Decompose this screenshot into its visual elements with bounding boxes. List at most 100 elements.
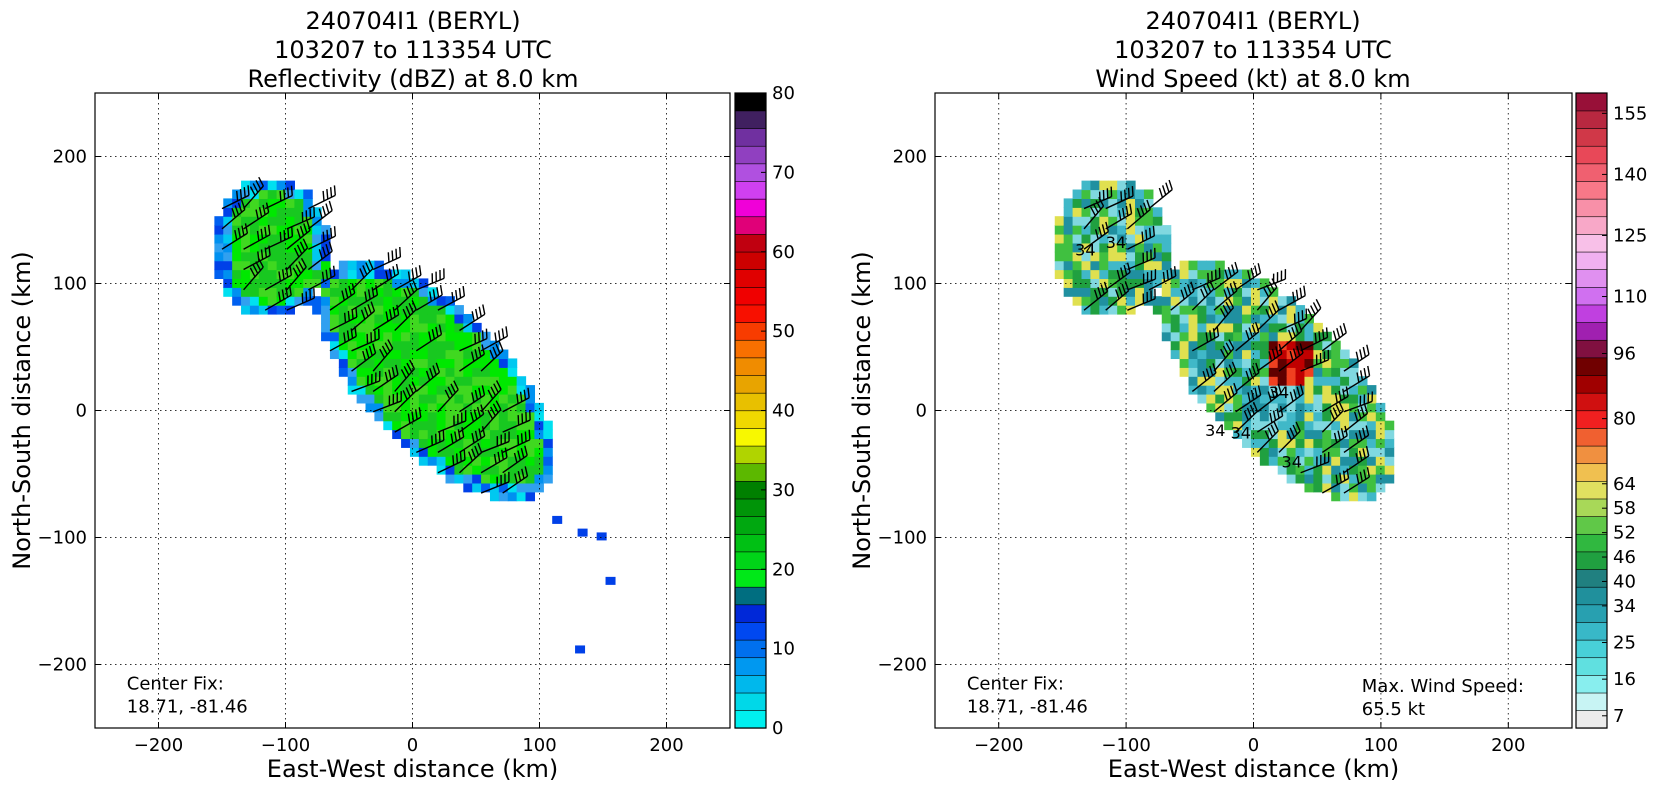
wind-barb-feather <box>1263 287 1270 298</box>
echo-cell <box>1331 411 1341 422</box>
echo-cell <box>241 207 251 217</box>
echo-cell <box>1117 278 1127 288</box>
echo-cell <box>445 456 456 466</box>
wind-barb <box>394 300 417 331</box>
echo-cell <box>1349 429 1359 440</box>
wind-barbs <box>1083 179 1374 494</box>
echo-cell <box>303 198 313 208</box>
wind-barb-feather <box>1165 182 1170 193</box>
wind-barb <box>308 226 337 250</box>
echo-cell <box>1384 420 1395 431</box>
echo-cell <box>1143 287 1154 297</box>
echo-cell <box>1090 189 1100 200</box>
echo-cell <box>1197 313 1207 324</box>
colorbar-tick-label: 80 <box>772 83 795 104</box>
echo-cell <box>241 251 251 262</box>
echo-cell <box>1126 198 1136 208</box>
colorbar-tick-label: 52 <box>1613 523 1636 544</box>
wind-barb-feather <box>1118 286 1123 297</box>
wind-barb-feather <box>1161 185 1167 196</box>
annotation-text: Max. Wind Speed: <box>1362 676 1524 697</box>
chart-title-line-1: 240704I1 (BERYL) <box>305 7 520 35</box>
echo-cell <box>1188 278 1199 288</box>
echo-cell <box>1286 420 1297 431</box>
wind-barb <box>1257 269 1287 291</box>
echo-cell <box>436 385 447 395</box>
colorbar-segment <box>1575 463 1608 482</box>
wind-barb-feather <box>1225 367 1231 378</box>
wind-barb-feather <box>455 453 459 464</box>
wind-barb <box>221 223 249 250</box>
wind-barb-feather <box>302 238 309 249</box>
echo-cell <box>347 269 358 280</box>
echo-cell <box>374 393 384 404</box>
echo-cell <box>1304 456 1314 466</box>
echo-cell <box>383 411 393 422</box>
echo-cell <box>427 287 438 297</box>
echo-cell <box>1152 225 1163 235</box>
echo-cell <box>276 251 287 262</box>
echo-cell <box>418 322 429 333</box>
echo-cell <box>1277 376 1288 386</box>
echo-cell <box>1063 287 1074 297</box>
colorbar-segment <box>1575 533 1608 553</box>
echo-cell <box>294 207 304 217</box>
wind-barb <box>1213 339 1235 372</box>
echo-cell <box>1108 242 1118 253</box>
wind-barb-feather <box>418 407 422 418</box>
wind-barb-feather <box>1231 264 1236 275</box>
echo-cell <box>454 393 464 404</box>
echo-cell <box>1099 198 1109 208</box>
colorbar-segment <box>734 180 767 200</box>
echo-cell <box>1081 189 1092 200</box>
wind-barb-staff <box>264 274 292 291</box>
wind-barb-feather <box>255 179 262 190</box>
echo-cell <box>1233 376 1243 386</box>
x-tick-label: 0 <box>407 735 418 756</box>
echo-cell <box>1117 198 1127 208</box>
echo-cell <box>1277 393 1288 404</box>
wind-barb-feather <box>1254 265 1258 276</box>
wind-speed-panel: 240704I1 (BERYL)103207 to 113354 UTCWind… <box>848 7 1647 783</box>
echo-cell <box>1313 385 1323 395</box>
echo-cell <box>445 447 456 457</box>
wind-barb-feather <box>490 406 496 417</box>
echo-cell <box>507 411 518 422</box>
y-tick-label: 0 <box>76 401 87 422</box>
wind-barb-feather <box>470 411 475 422</box>
echo-cell <box>276 198 287 208</box>
echo-cell <box>1152 269 1163 280</box>
echo-cell <box>436 456 447 466</box>
echo-cell <box>418 305 429 315</box>
echo-cell <box>1331 482 1341 493</box>
wind-barb-feather <box>1299 343 1304 354</box>
echo-cell <box>1295 474 1306 484</box>
wind-barb-feather <box>1226 388 1232 399</box>
wind-barb-feather <box>247 185 250 196</box>
echo-cell <box>1215 287 1225 297</box>
wind-barb-feather <box>1337 430 1341 441</box>
echo-cell <box>1286 456 1297 466</box>
echo-cell <box>241 287 251 297</box>
wind-barb-feather <box>299 241 306 252</box>
echo-cell <box>498 402 509 413</box>
wind-barb-feather <box>1318 331 1321 342</box>
wind-barb-staff <box>394 416 422 433</box>
echo-cell <box>1054 260 1065 271</box>
echo-cell <box>1259 420 1270 431</box>
echo-cell <box>1108 180 1118 191</box>
echo-cell <box>303 216 313 226</box>
echo-cell <box>1322 447 1332 457</box>
echo-cell <box>481 331 491 342</box>
echo-cell <box>1126 189 1136 200</box>
echo-cell <box>241 269 251 280</box>
echo-cell <box>418 358 429 368</box>
echo-cell <box>1143 260 1154 271</box>
echo-cell <box>1331 349 1341 360</box>
echo-cell <box>1357 438 1368 448</box>
wind-barb-feather <box>476 406 481 417</box>
wind-barb-feather <box>501 328 505 339</box>
echo-cell <box>1224 411 1234 422</box>
colorbar-segment <box>734 516 767 535</box>
wind-barb <box>1343 445 1370 474</box>
